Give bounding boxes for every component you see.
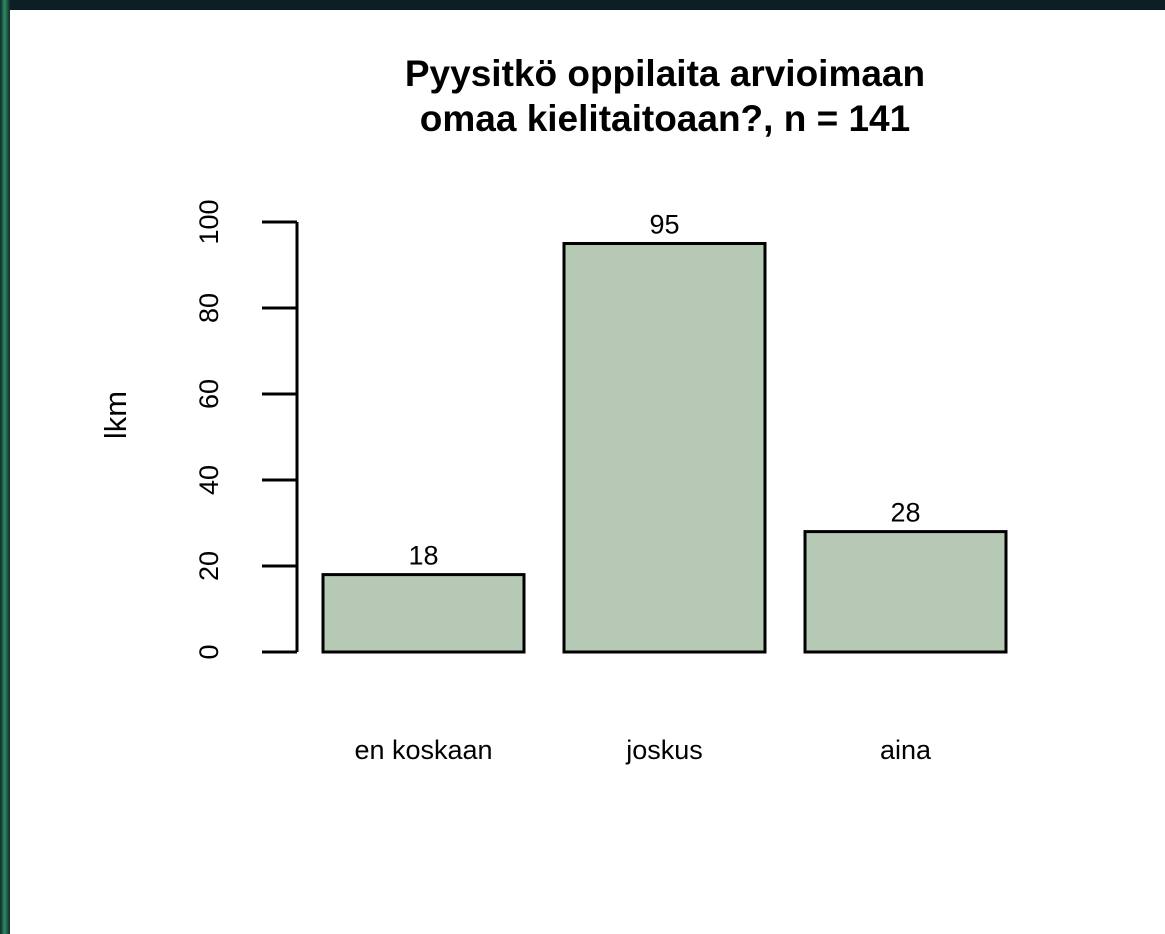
y-tick-label: 80 bbox=[194, 293, 224, 323]
bar bbox=[321, 573, 526, 654]
value-label: 18 bbox=[408, 541, 438, 571]
y-tick-label: 100 bbox=[194, 199, 224, 244]
bar bbox=[562, 242, 767, 654]
x-tick-label: en koskaan bbox=[354, 735, 492, 765]
bar bbox=[803, 530, 1008, 654]
y-tick-label: 60 bbox=[194, 379, 224, 409]
y-tick-label: 40 bbox=[194, 465, 224, 495]
value-label: 28 bbox=[890, 498, 920, 528]
chart-title: omaa kielitaitoaan?, n = 141 bbox=[420, 98, 910, 139]
x-tick-label: aina bbox=[880, 735, 932, 765]
x-tick-label: joskus bbox=[625, 735, 703, 765]
y-tick-label: 0 bbox=[194, 644, 224, 659]
value-label: 95 bbox=[649, 210, 679, 240]
chart-title: Pyysitkö oppilaita arvioimaan bbox=[405, 53, 925, 94]
y-tick-label: 20 bbox=[194, 551, 224, 581]
y-axis-label: lkm bbox=[98, 391, 133, 439]
